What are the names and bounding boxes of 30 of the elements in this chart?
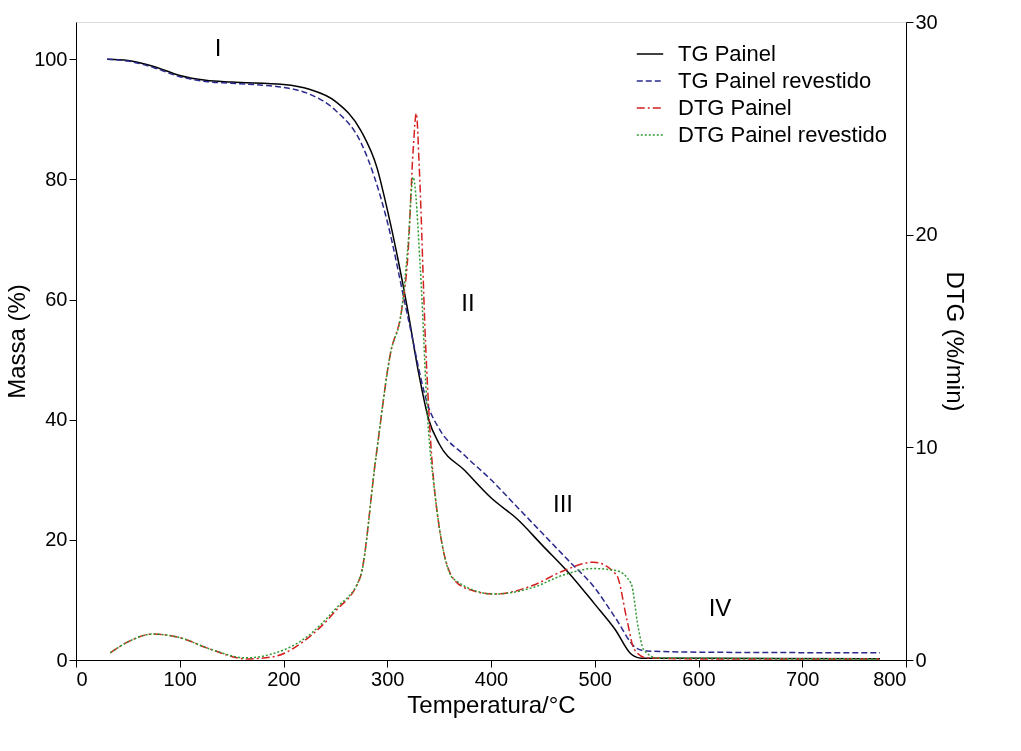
x-tick-label: 700 [786, 667, 820, 690]
x-tick-label: 500 [578, 667, 612, 690]
x-axis-title: Temperatura/°C [407, 690, 576, 718]
x-tick-label: 100 [163, 667, 197, 690]
x-tick-label: 200 [267, 667, 301, 690]
annotation: I [214, 34, 222, 61]
x-tick-label: 0 [76, 667, 88, 690]
y-tick-label: 100 [34, 47, 68, 70]
x-tick-label: 300 [371, 667, 405, 690]
y2-tick-label: 20 [915, 223, 938, 246]
legend-label: TG Painel [678, 41, 776, 66]
legend-label: DTG Painel revestido [678, 122, 888, 147]
x-tick-label: 400 [474, 667, 509, 690]
y2-tick-label: 10 [915, 435, 938, 458]
y-tick-label: 0 [56, 648, 68, 671]
y-axis-title: Massa (%) [3, 284, 31, 399]
y-tick-label: 20 [45, 528, 68, 551]
annotation: III [552, 490, 574, 517]
y2-axis-title: DTG (%/min) [941, 271, 969, 412]
x-tick-label: 800 [873, 667, 907, 690]
legend-label: DTG Painel [678, 95, 792, 120]
annotation: II [461, 289, 475, 316]
y-tick-label: 60 [45, 288, 68, 311]
y-tick-label: 80 [45, 167, 68, 190]
y2-tick-label: 0 [915, 648, 927, 671]
y2-tick-label: 30 [915, 10, 938, 33]
x-tick-label: 600 [682, 667, 716, 690]
legend-label: TG Painel revestido [678, 68, 872, 93]
y-tick-label: 40 [45, 408, 68, 431]
annotation: IV [708, 594, 732, 621]
